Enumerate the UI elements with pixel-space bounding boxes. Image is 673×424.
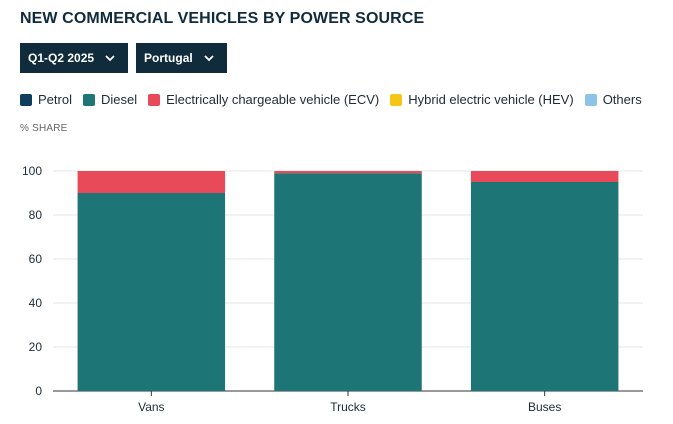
country-dropdown-label: Portugal [144, 51, 193, 65]
period-dropdown[interactable]: Q1-Q2 2025 [20, 43, 129, 73]
y-axis-ticks: 0 20 40 60 80 100 [22, 164, 42, 398]
y-axis-unit-label: % SHARE [20, 123, 68, 134]
x-tick-label: Vans [138, 400, 164, 414]
legend-item-hev[interactable]: Hybrid electric vehicle (HEV) [390, 92, 574, 107]
bar-buses-diesel[interactable] [470, 182, 619, 391]
legend-swatch-ecv [148, 93, 161, 106]
legend-item-diesel[interactable]: Diesel [82, 92, 138, 107]
x-tick-label: Trucks [330, 400, 366, 414]
legend-label-petrol: Petrol [38, 92, 72, 107]
legend-swatch-hev [390, 93, 403, 106]
bar-trucks-diesel[interactable] [274, 173, 422, 391]
chevron-down-icon [204, 55, 214, 62]
legend-item-others[interactable]: Others [584, 92, 642, 107]
legend-label-ecv: Electrically chargeable vehicle (ECV) [166, 92, 380, 107]
filter-bar: Q1-Q2 2025 Portugal [20, 43, 227, 73]
legend-swatch-diesel [82, 93, 95, 106]
chevron-down-icon [105, 55, 115, 62]
legend-label-diesel: Diesel [100, 92, 138, 107]
y-tick-label: 60 [29, 252, 43, 266]
bar-vans-diesel[interactable] [77, 193, 226, 391]
y-tick-label: 20 [29, 340, 43, 354]
y-tick-label: 40 [29, 296, 43, 310]
legend-item-ecv[interactable]: Electrically chargeable vehicle (ECV) [148, 92, 379, 107]
x-axis-ticks: Vans Trucks Buses [138, 391, 561, 414]
y-tick-label: 0 [35, 384, 42, 398]
bar-buses-electrically-chargeable-vehicle-ecv[interactable] [470, 171, 619, 182]
legend-item-petrol[interactable]: Petrol [20, 92, 72, 107]
bars [77, 171, 619, 391]
bar-vans-electrically-chargeable-vehicle-ecv[interactable] [77, 171, 226, 193]
legend-swatch-others [584, 93, 597, 106]
legend-label-others: Others [602, 92, 642, 107]
legend-swatch-petrol [20, 93, 32, 106]
country-dropdown[interactable]: Portugal [136, 43, 227, 73]
y-tick-label: 80 [29, 208, 43, 222]
legend: Petrol Diesel Electrically chargeable ve… [20, 92, 653, 107]
period-dropdown-label: Q1-Q2 2025 [28, 51, 95, 65]
y-tick-label: 100 [22, 164, 42, 178]
chart-title: NEW COMMERCIAL VEHICLES BY POWER SOURCE [20, 10, 425, 27]
legend-label-hev: Hybrid electric vehicle (HEV) [408, 92, 574, 107]
x-tick-label: Buses [528, 400, 561, 414]
bar-trucks-electrically-chargeable-vehicle-ecv[interactable] [274, 171, 422, 174]
